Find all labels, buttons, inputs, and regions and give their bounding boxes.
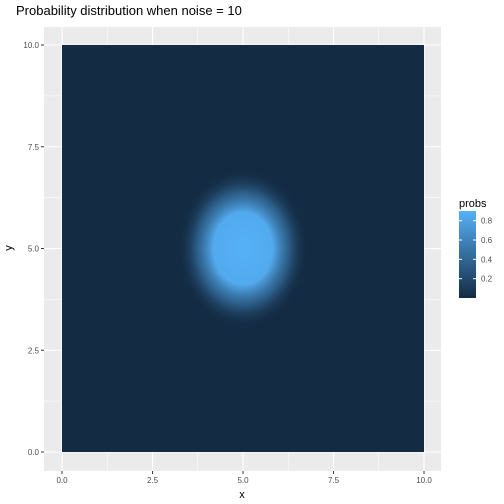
y-axis-ticks: 0.0 2.5 5.0 7.5 10.0 (23, 41, 44, 457)
legend: probs 0.2 0.4 0.6 0.8 (459, 198, 493, 298)
y-axis-title: y (3, 245, 15, 251)
legend-tick-label: 0.4 (481, 255, 493, 264)
legend-title: probs (459, 198, 487, 210)
heatmap-peak (177, 168, 309, 329)
legend-tick-label: 0.8 (481, 217, 493, 226)
y-tick-label: 7.5 (28, 143, 40, 152)
x-tick-label: 0.0 (56, 476, 68, 485)
x-tick-label: 2.5 (147, 476, 159, 485)
chart-title: Probability distribution when noise = 10 (16, 3, 242, 18)
y-tick-label: 2.5 (28, 346, 40, 355)
y-tick-label: 5.0 (28, 245, 40, 254)
legend-tick-label: 0.2 (481, 275, 493, 284)
y-tick-label: 0.0 (28, 448, 40, 457)
x-tick-label: 5.0 (237, 476, 249, 485)
x-tick-label: 7.5 (328, 476, 340, 485)
legend-tick-label: 0.6 (481, 236, 493, 245)
x-tick-label: 10.0 (416, 476, 432, 485)
legend-colorbar (459, 211, 476, 298)
x-axis-ticks: 0.0 2.5 5.0 7.5 10.0 (56, 471, 432, 485)
x-axis-title: x (239, 489, 245, 501)
y-tick-label: 10.0 (23, 41, 39, 50)
